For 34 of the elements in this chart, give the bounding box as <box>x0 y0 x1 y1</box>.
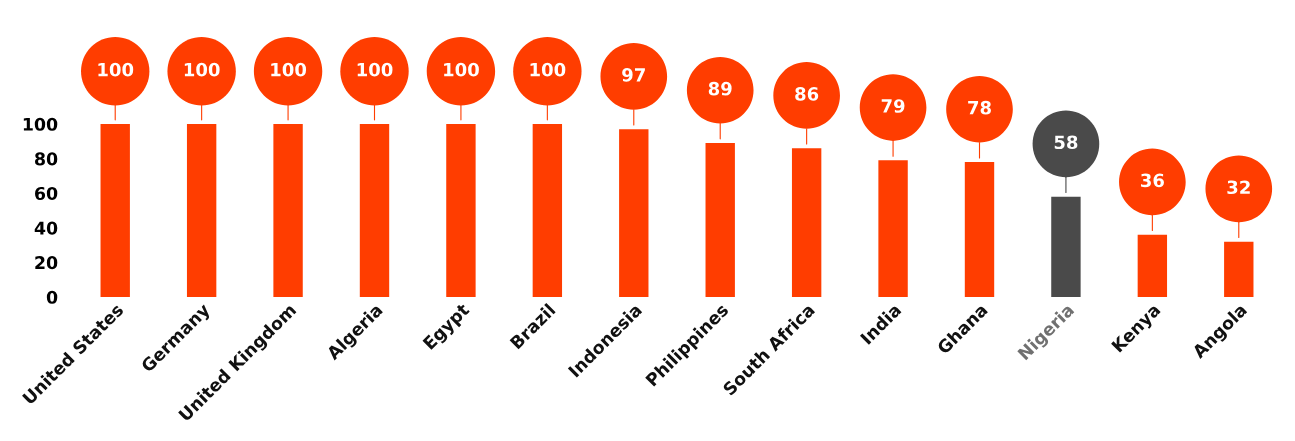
bar <box>705 143 735 297</box>
bar <box>619 129 649 297</box>
data-label: 100 <box>184 62 220 77</box>
y-tick-label: 100 <box>23 117 58 131</box>
data-label: 100 <box>98 62 134 77</box>
data-label: 32 <box>1227 180 1250 195</box>
data-label: 36 <box>1141 173 1164 188</box>
bar <box>1224 241 1254 297</box>
y-tick-label: 80 <box>35 152 58 166</box>
bar <box>878 160 908 297</box>
y-tick-label: 20 <box>35 256 58 270</box>
y-tick-label: 40 <box>34 221 58 235</box>
data-label: 100 <box>444 62 479 77</box>
y-tick-label: 60 <box>35 186 58 201</box>
bar <box>100 124 130 297</box>
y-tick-label: 0 <box>46 290 58 304</box>
data-label: 100 <box>357 62 393 77</box>
data-label: 79 <box>881 99 905 113</box>
bar <box>186 124 217 297</box>
bar <box>1051 196 1081 297</box>
bar <box>359 124 390 297</box>
bar <box>791 148 822 297</box>
data-label: 78 <box>968 100 991 115</box>
bar <box>273 124 303 297</box>
bar <box>964 162 995 297</box>
data-label: 100 <box>271 62 307 77</box>
data-label: 86 <box>795 87 819 101</box>
data-label: 97 <box>622 68 645 82</box>
bar <box>532 124 563 297</box>
bar <box>446 124 476 297</box>
bar <box>1137 234 1168 297</box>
data-label: 89 <box>708 81 732 96</box>
data-label: 100 <box>530 62 566 77</box>
data-label: 58 <box>1054 135 1078 150</box>
